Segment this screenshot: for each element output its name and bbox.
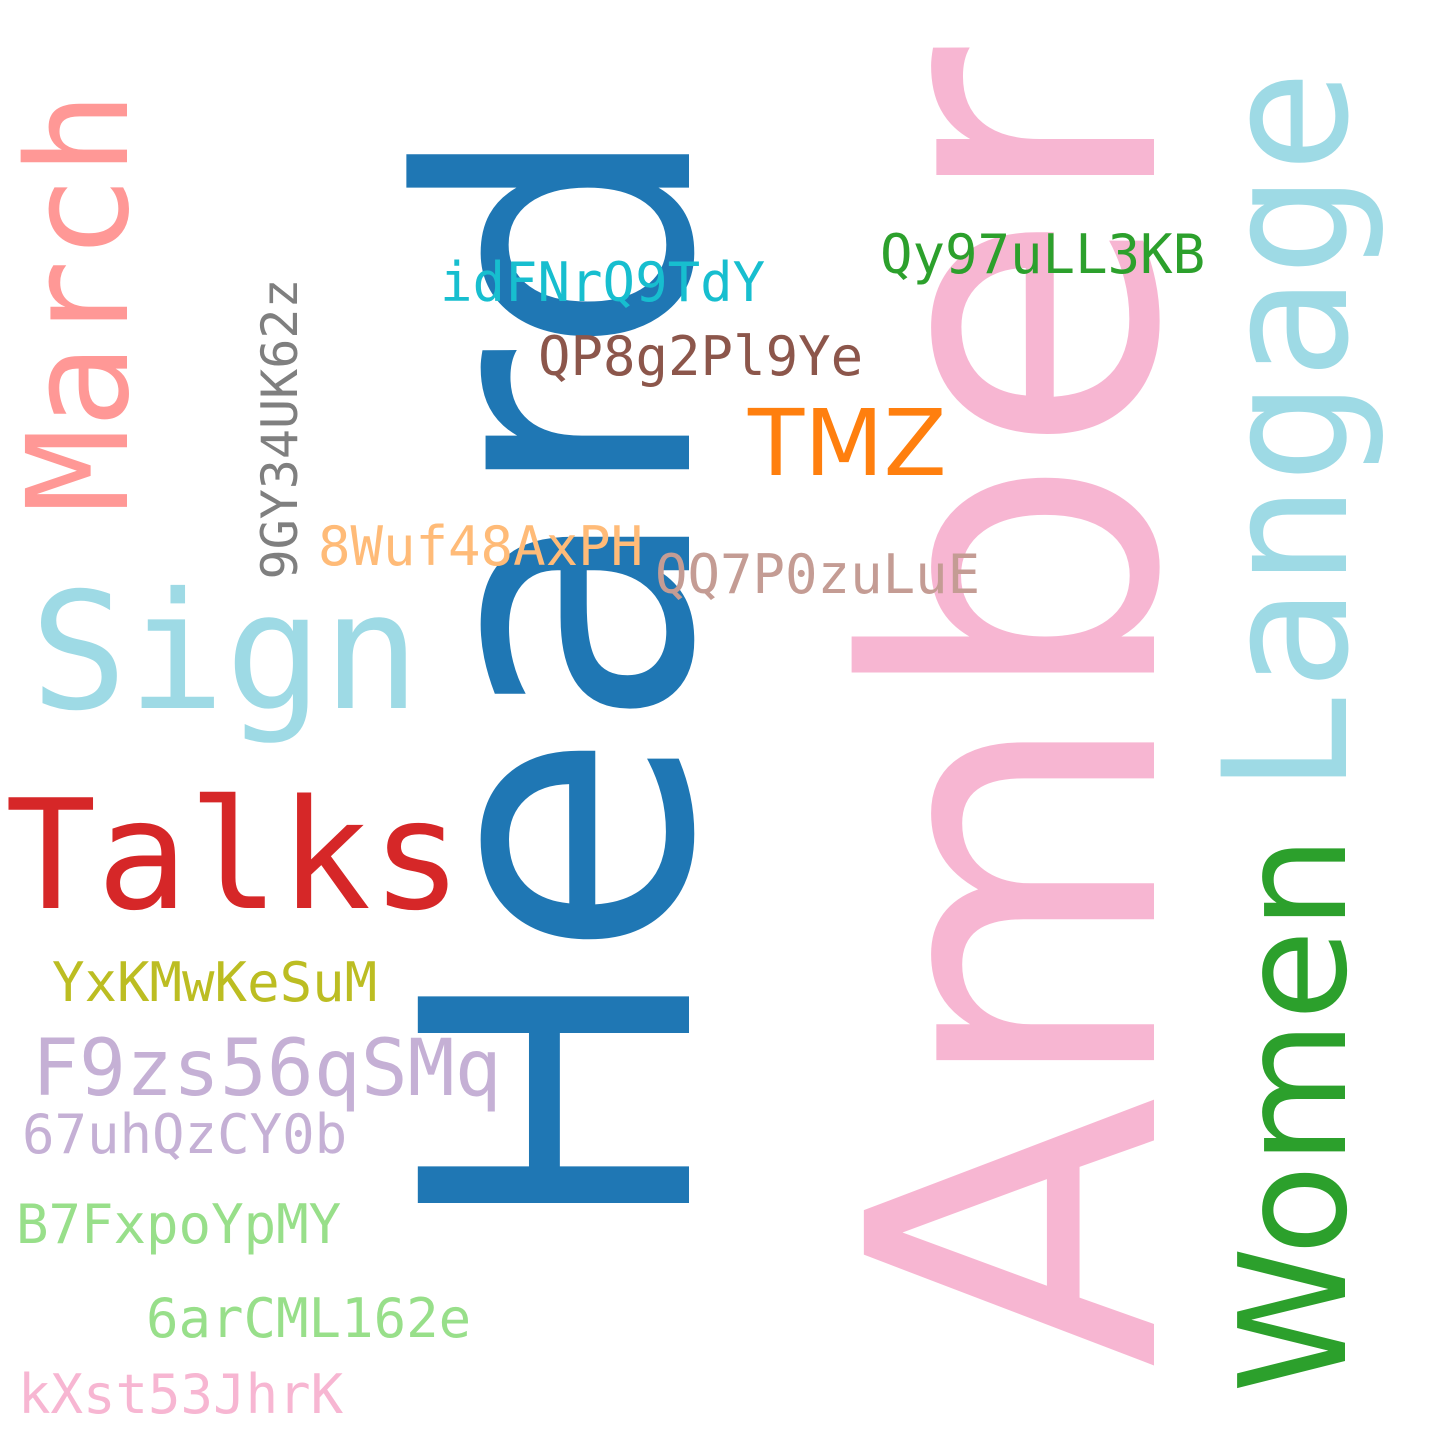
word-9gy34uk62z: 9GY34UK62z [251,278,309,580]
word-qy97ull3kb: Qy97uLL3KB [880,223,1206,286]
word-talks: Talks [5,767,463,944]
word-heard: Heard [344,120,777,1240]
word-women: Women [1208,835,1380,1393]
word-kxst53jhrk: kXst53JhrK [18,1363,344,1426]
word-tmz: TMZ [748,390,947,497]
word-qp8g2pl9ye: QP8g2Pl9Ye [538,325,864,388]
word-idfnrq9tdy: idFNrQ9TdY [440,251,766,314]
word-march: March [0,91,161,513]
word-f9zs56qsmq: F9zs56qSMq [32,1024,502,1114]
word-6arcml162e: 6arCML162e [146,1287,472,1350]
word-8wuf48axph: 8Wuf48AxPH [318,515,644,578]
word-b7fxpoypmy: B7FxpoYpMY [16,1193,342,1256]
word-yxkmwkesum: YxKMwKeSuM [52,951,378,1014]
word-sign: Sign [30,559,421,747]
word-qq7p0zulue: QQ7P0zuLuE [655,543,981,606]
word-amber: Amber [785,47,1248,1369]
word-langage: Langage [1186,69,1387,795]
word-67uhqzcy0b: 67uhQzCY0b [22,1103,348,1166]
